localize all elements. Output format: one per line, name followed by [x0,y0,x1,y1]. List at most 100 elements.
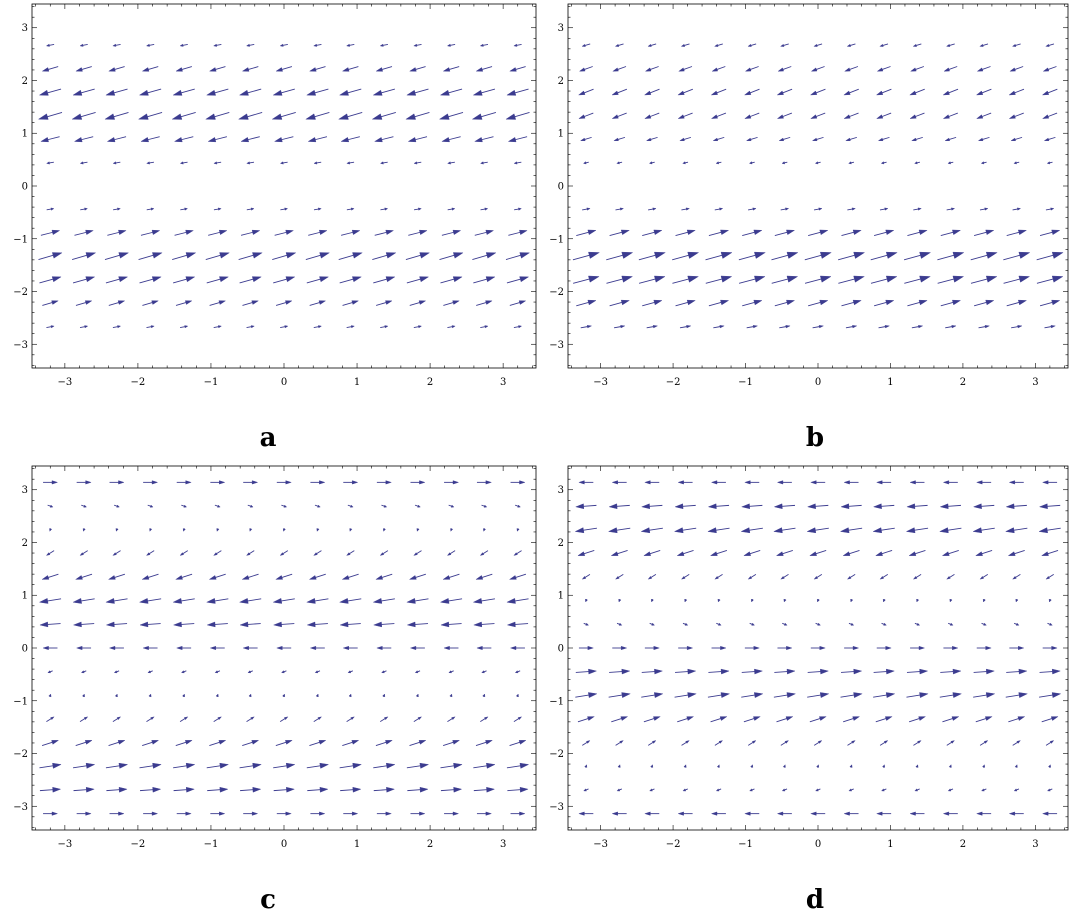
field-arrow [341,573,359,580]
field-arrow [611,716,629,723]
field-arrow [942,88,959,96]
field-arrow [606,251,634,261]
field-arrow [1048,598,1052,603]
field-arrow [205,112,230,120]
field-arrow [105,276,129,284]
field-arrow [272,88,295,96]
field-arrow [39,786,62,793]
field-arrow [677,88,693,96]
field-arrow [409,66,426,72]
field-arrow [373,276,396,284]
field-arrow [138,88,162,96]
field-arrow [1038,527,1061,534]
field-arrow [1043,136,1056,141]
field-arrow [172,88,195,96]
field-arrow [1012,207,1022,211]
field-arrow [1039,229,1061,237]
field-arrow [1039,668,1061,675]
field-arrow [1039,692,1062,698]
field-arrow [576,299,597,307]
field-arrow [339,598,362,604]
field-arrow [347,504,354,508]
field-arrow [1008,716,1026,723]
field-arrow [908,549,926,556]
field-arrow [374,136,394,143]
field-arrow [109,811,125,816]
field-arrow [141,66,159,72]
field-arrow [314,670,321,674]
field-arrow [505,252,531,260]
field-arrow [906,503,928,510]
panel-label: d [806,885,824,911]
field-arrow [813,574,823,580]
field-arrow [246,207,255,211]
field-arrow [442,66,460,72]
field-arrow [977,136,990,141]
field-arrow [207,136,228,143]
field-arrow [39,621,61,628]
field-arrow [914,622,921,626]
field-arrow [275,573,293,580]
field-arrow [280,207,289,211]
field-arrow [514,207,522,211]
field-arrow [107,573,126,580]
field-arrow [882,764,886,768]
field-arrow [173,276,196,284]
field-arrow [845,136,857,141]
field-arrow [809,716,827,723]
field-arrow [716,764,720,768]
field-arrow [309,66,326,72]
field-arrow [347,670,354,674]
field-arrow [809,549,827,556]
field-arrow [908,716,927,723]
field-arrow [640,527,663,534]
field-arrow [440,621,462,628]
field-arrow [75,300,93,306]
field-arrow [138,252,163,260]
field-arrow [650,598,654,603]
field-arrow [46,161,54,165]
field-arrow [241,573,259,580]
field-arrow [476,811,493,816]
field-arrow [771,251,799,261]
field-arrow [937,275,965,284]
field-arrow [510,480,526,485]
field-arrow [684,598,688,603]
field-arrow [515,693,519,698]
field-arrow [939,692,963,698]
field-arrow [840,668,863,675]
field-arrow [774,299,796,307]
field-arrow [946,574,955,580]
field-arrow [472,252,497,260]
field-arrow [777,645,793,651]
field-arrow [215,693,219,698]
field-arrow [810,480,826,485]
field-arrow [444,480,460,485]
field-arrow [79,43,88,47]
field-arrow [1042,66,1057,72]
field-arrow [246,161,255,165]
field-arrow [976,811,992,816]
field-arrow [481,670,487,674]
field-arrow [744,112,760,119]
field-arrow [711,645,727,651]
field-arrow [273,276,296,284]
field-arrow [181,670,187,674]
field-arrow [80,207,88,211]
panel-label: c [260,885,276,911]
y-tick-label: 0 [22,182,28,193]
field-arrow [578,645,594,651]
field-arrow [880,161,887,165]
field-arrow [611,480,627,485]
field-arrow [379,43,388,47]
field-arrow [406,88,429,96]
y-tick-label: 2 [22,538,28,549]
field-arrow [946,207,956,211]
field-arrow [777,66,792,72]
field-arrow [1006,299,1028,307]
field-arrow [1039,299,1061,307]
field-arrow [514,670,521,674]
field-arrow [171,112,196,120]
x-tick-label: 2 [960,839,966,850]
x-tick-label: 0 [815,839,821,850]
